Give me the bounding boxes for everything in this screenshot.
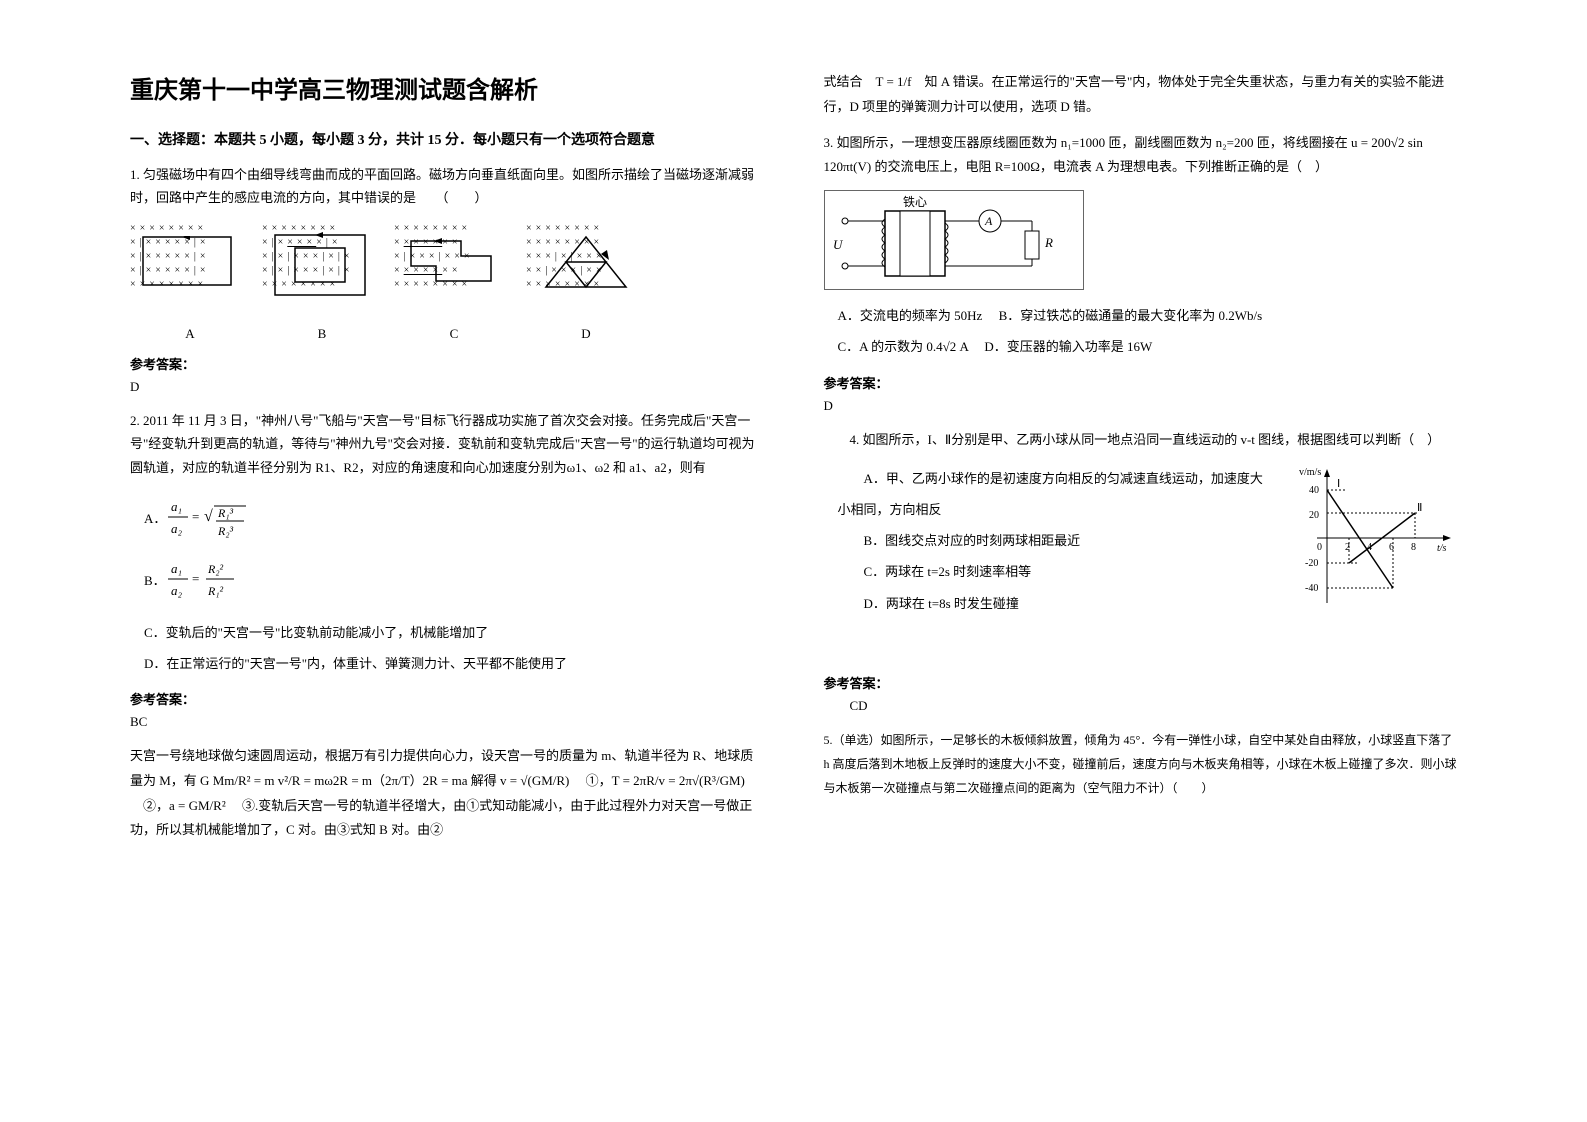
q4-opt-c: C．两球在 t=2s 时刻速率相等 (838, 556, 1264, 587)
q3-core-label: 铁心 (903, 195, 927, 209)
svg-text:-20: -20 (1305, 558, 1318, 569)
q1-answer-label: 参考答案： (130, 354, 764, 373)
q1-fig-d: ×××××××××××××××××××|×|×××××|×××|××××××××… (526, 222, 646, 342)
q3-a-label: A (984, 214, 993, 228)
q5-text: 5.（单选）如图所示，一足够长的木板倾斜放置，倾角为 45°．今有一弹性小球，自… (824, 728, 1458, 800)
q4-answer: CD (824, 698, 1458, 714)
svg-text:R₁²: R₁² (207, 584, 224, 598)
q2-answer-label: 参考答案： (130, 689, 764, 708)
svg-text:R₁³: R₁³ (217, 506, 234, 520)
svg-text:=: = (192, 571, 199, 586)
q4-answer-label: 参考答案： (824, 673, 1458, 692)
svg-text:a₁: a₁ (171, 499, 182, 514)
q1-answer: D (130, 379, 764, 395)
q3-answer-label: 参考答案： (824, 373, 1458, 392)
q4-block: A．甲、乙两小球作的是初速度方向相反的匀减速直线运动，加速度大小相同，方向相反 … (824, 463, 1458, 663)
q4-xlabel: t/s (1437, 543, 1447, 554)
q3-figure: U 铁心 A R (824, 190, 1084, 290)
svg-text:20: 20 (1309, 510, 1319, 521)
q1-label-c: C (394, 326, 514, 342)
q1-figures: ×××××××××|×××××|××|×××××|××|×××××|××××××… (130, 222, 764, 342)
q2-opta-formula-svg: a₁ a₂ = √ R₁³ R₂³ (166, 493, 256, 543)
page-title: 重庆第十一中学高三物理测试题含解析 (130, 70, 764, 105)
section-header: 一、选择题：本题共 5 小题，每小题 3 分，共计 15 分．每小题只有一个选项… (130, 129, 764, 149)
q4-text: 4. 如图所示，I、Ⅱ分别是甲、乙两小球从同一地点沿同一直线运动的 v-t 图线… (824, 428, 1458, 451)
svg-text:0: 0 (1317, 542, 1322, 553)
q4-opt-a: A．甲、乙两小球作的是初速度方向相反的匀减速直线运动，加速度大小相同，方向相反 (838, 463, 1264, 525)
q3-text: 3. 如图所示，一理想变压器原线圈匝数为 n₁=1000 匝，副线圈匝数为 n₂… (824, 131, 1458, 178)
q2-explanation: 天宫一号绕地球做匀速圆周运动，根据万有引力提供向心力，设天宫一号的质量为 m、轨… (130, 744, 764, 843)
q2-opt-d: D．在正常运行的"天宫一号"内，体重计、弹簧测力计、天平都不能使用了 (144, 648, 764, 679)
svg-text:a₂: a₂ (171, 583, 183, 598)
q1-label-b: B (262, 326, 382, 342)
q3-opts-ab: A．交流电的频率为 50Hz B．穿过铁芯的磁通量的最大变化率为 0.2Wb/s (838, 300, 1458, 331)
svg-text:Ⅰ: Ⅰ (1337, 478, 1340, 490)
left-column: 重庆第十一中学高三物理测试题含解析 一、选择题：本题共 5 小题，每小题 3 分… (100, 70, 794, 1082)
q3-opts-cd: C．A 的示数为 0.4√2 A D．变压器的输入功率是 16W (838, 331, 1458, 362)
q3-r-label: R (1044, 235, 1053, 250)
q1-fig-c: ××××××××××××××××|×××|×××××××××××××××××× … (394, 222, 514, 342)
q2-optb-formula-svg: a₁ a₂ = R₂² R₁² (166, 557, 246, 603)
svg-text:R₂²: R₂² (207, 562, 224, 576)
q2-answer: BC (130, 714, 764, 730)
q2-opt-c: C．变轨后的"天宫一号"比变轨前动能减小了，机械能增加了 (144, 617, 764, 648)
q4-vt-graph: v/m/s t/s 40 20 0 -20 -40 2 4 6 8 Ⅰ Ⅱ (1297, 463, 1457, 613)
right-column: 式结合 T = 1/f 知 A 错误。在正常运行的"天宫一号"内，物体处于完全失… (794, 70, 1488, 1082)
q2-opta-prefix: A． (144, 508, 166, 527)
q2-opt-a: A． a₁ a₂ = √ R₁³ R₂³ (144, 493, 764, 543)
q1-label-a: A (130, 326, 250, 342)
svg-text:a₂: a₂ (171, 521, 183, 536)
svg-text:R₂³: R₂³ (217, 524, 234, 538)
q4-ylabel: v/m/s (1299, 467, 1321, 478)
q4-opt-d: D．两球在 t=8s 时发生碰撞 (838, 588, 1264, 619)
q3-answer: D (824, 398, 1458, 414)
q2-opt-b: B． a₁ a₂ = R₂² R₁² (144, 557, 764, 603)
svg-text:8: 8 (1411, 542, 1416, 553)
q1-label-d: D (526, 326, 646, 342)
q1-text: 1. 匀强磁场中有四个由细导线弯曲而成的平面回路。磁场方向垂直纸面向里。如图所示… (130, 163, 764, 210)
q3-u-label: U (833, 237, 844, 252)
svg-text:=: = (192, 509, 199, 524)
q1-fig-b: ×××××××××|×××××|××|×|×××|×|××|×|×××|×|××… (262, 222, 382, 342)
q1-fig-a: ×××××××××|×××××|××|×××××|××|×××××|××××××… (130, 222, 250, 342)
svg-text:40: 40 (1309, 485, 1319, 496)
q2-text: 2. 2011 年 11 月 3 日，"神州八号"飞船与"天宫一号"目标飞行器成… (130, 409, 764, 479)
svg-text:-40: -40 (1305, 583, 1318, 594)
q2-optb-prefix: B． (144, 570, 166, 589)
svg-text:a₁: a₁ (171, 561, 182, 576)
q4-opt-b: B．图线交点对应的时刻两球相距最近 (838, 525, 1264, 556)
q2-continuation: 式结合 T = 1/f 知 A 错误。在正常运行的"天宫一号"内，物体处于完全失… (824, 70, 1458, 119)
svg-text:Ⅱ: Ⅱ (1417, 502, 1422, 514)
svg-text:√: √ (204, 508, 213, 525)
